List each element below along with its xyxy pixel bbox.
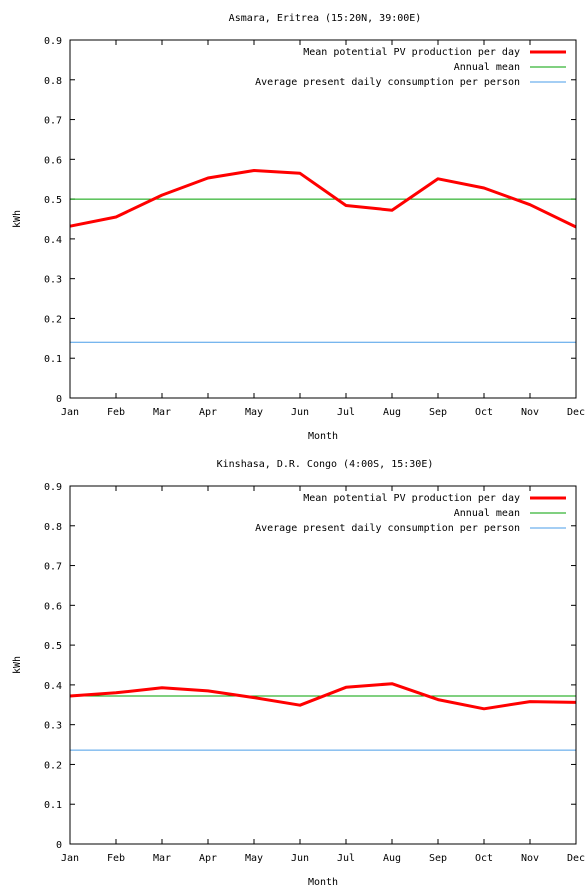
y-axis-label: kWh bbox=[12, 210, 23, 228]
y-axis-label: kWh bbox=[12, 656, 23, 674]
y-tick-label: 0.9 bbox=[44, 36, 62, 47]
x-tick-label: Apr bbox=[199, 853, 217, 864]
y-tick-label: 0.8 bbox=[44, 522, 62, 533]
y-tick-label: 0.1 bbox=[44, 354, 62, 365]
y-tick-label: 0.8 bbox=[44, 76, 62, 87]
x-tick-label: Apr bbox=[199, 407, 217, 418]
y-tick-label: 0.5 bbox=[44, 195, 62, 206]
x-tick-label: Jul bbox=[337, 407, 355, 418]
x-tick-label: May bbox=[245, 853, 263, 864]
y-tick-label: 0.7 bbox=[44, 562, 62, 573]
x-tick-label: Jan bbox=[61, 853, 79, 864]
x-tick-label: May bbox=[245, 407, 263, 418]
y-tick-label: 0.3 bbox=[44, 275, 62, 286]
y-tick-label: 0.3 bbox=[44, 721, 62, 732]
x-tick-label: Feb bbox=[107, 407, 125, 418]
x-tick-label: Dec bbox=[567, 853, 585, 864]
y-tick-label: 0.6 bbox=[44, 155, 62, 166]
y-tick-label: 0.7 bbox=[44, 116, 62, 127]
legend-entry-label: Mean potential PV production per day bbox=[303, 493, 520, 504]
legend-entry-label: Mean potential PV production per day bbox=[303, 47, 520, 58]
x-tick-label: Feb bbox=[107, 853, 125, 864]
x-tick-label: Jun bbox=[291, 407, 309, 418]
y-tick-label: 0.4 bbox=[44, 681, 62, 692]
y-tick-label: 0.2 bbox=[44, 760, 62, 771]
x-tick-label: Dec bbox=[567, 407, 585, 418]
x-tick-label: Mar bbox=[153, 853, 171, 864]
legend-entry-label: Annual mean bbox=[454, 62, 520, 73]
x-tick-label: Aug bbox=[383, 407, 401, 418]
x-tick-label: Jul bbox=[337, 853, 355, 864]
plot-frame bbox=[69, 39, 577, 399]
legend-entry-label: Average present daily consumption per pe… bbox=[255, 77, 520, 88]
x-tick-label: Nov bbox=[521, 407, 539, 418]
y-tick-label: 0 bbox=[56, 394, 62, 405]
plot-frame bbox=[69, 485, 577, 845]
y-tick-label: 0.2 bbox=[44, 314, 62, 325]
x-axis-label: Month bbox=[308, 877, 338, 886]
legend: Mean potential PV production per day Annu… bbox=[255, 47, 566, 88]
x-tick-label: Oct bbox=[475, 853, 493, 864]
legend-entry-label: Annual mean bbox=[454, 508, 520, 519]
legend-entry-label: Average present daily consumption per pe… bbox=[255, 523, 520, 534]
y-tick-label: 0.5 bbox=[44, 641, 62, 652]
x-tick-label: Sep bbox=[429, 407, 447, 418]
x-axis-label: Month bbox=[308, 431, 338, 442]
x-tick-label: Nov bbox=[521, 853, 539, 864]
chart-title: Kinshasa, D.R. Congo (4:00S, 15:30E) bbox=[217, 459, 434, 470]
x-tick-label: Oct bbox=[475, 407, 493, 418]
y-tick-label: 0.4 bbox=[44, 235, 62, 246]
x-tick-label: Jan bbox=[61, 407, 79, 418]
chart-title: Asmara, Eritrea (15:20N, 39:00E) bbox=[229, 13, 422, 24]
legend: Mean potential PV production per day Annu… bbox=[255, 493, 566, 534]
y-tick-label: 0.1 bbox=[44, 800, 62, 811]
x-tick-label: Sep bbox=[429, 853, 447, 864]
series-line-1 bbox=[69, 169, 577, 229]
x-tick-label: Jun bbox=[291, 853, 309, 864]
x-tick-label: Aug bbox=[383, 853, 401, 864]
x-tick-label: Mar bbox=[153, 407, 171, 418]
chart-panel-2: Kinshasa, D.R. Congo (4:00S, 15:30E) Mont… bbox=[12, 459, 585, 886]
chart-panel-1: Asmara, Eritrea (15:20N, 39:00E) Month kWh… bbox=[12, 13, 585, 442]
y-tick-label: 0.6 bbox=[44, 601, 62, 612]
y-tick-label: 0.9 bbox=[44, 482, 62, 493]
series-line-1 bbox=[69, 682, 577, 711]
y-tick-label: 0 bbox=[56, 840, 62, 851]
